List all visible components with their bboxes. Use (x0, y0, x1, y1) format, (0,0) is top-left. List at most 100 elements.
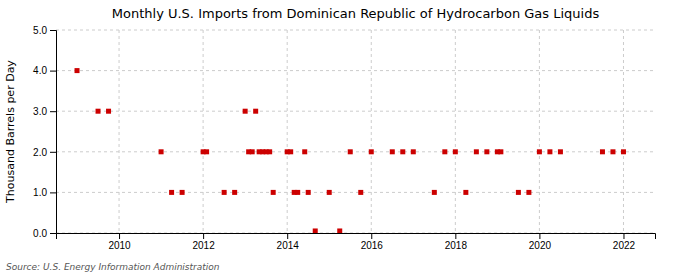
tick: 2.0 (33, 147, 56, 158)
point (484, 149, 489, 154)
tick-mark (203, 233, 204, 239)
tick-mark (50, 30, 56, 31)
grid (56, 30, 655, 233)
point (547, 149, 552, 154)
tick-label: 3.0 (33, 106, 47, 117)
grid-line (539, 30, 540, 233)
point (358, 190, 363, 195)
chart: 2010 2012 2014 2016 2018 2020 2022 0.0 1.0 2.0 3.0… (0, 0, 675, 275)
y-axis-label: Thousand Barrels per Day (4, 60, 17, 204)
tick: 2012 (192, 233, 215, 251)
points (75, 68, 626, 233)
point (432, 190, 437, 195)
point (169, 190, 174, 195)
grid-line (56, 192, 655, 193)
tick: 3.0 (33, 106, 56, 117)
point (411, 149, 416, 154)
point (621, 149, 626, 154)
point (295, 190, 300, 195)
tick-mark (50, 233, 56, 234)
tick-label: 2014 (277, 240, 300, 251)
point (453, 149, 458, 154)
tick-label: 5.0 (33, 25, 47, 36)
grid-line (56, 111, 655, 112)
tick: 2016 (361, 233, 384, 251)
tick-mark (287, 233, 288, 239)
point (204, 149, 209, 154)
tick: 0.0 (33, 228, 56, 239)
point (558, 149, 563, 154)
y-axis: 0.0 1.0 2.0 3.0 4.0 5.0 (33, 25, 56, 239)
point (348, 149, 353, 154)
point (442, 149, 447, 154)
tick-mark (50, 71, 56, 72)
point (180, 190, 185, 195)
point (106, 109, 111, 114)
tick-label: 4.0 (33, 65, 47, 76)
point (306, 190, 311, 195)
grid-line (371, 30, 372, 233)
tick: 4.0 (33, 65, 56, 76)
point (337, 228, 342, 233)
tick-label: 2022 (613, 240, 636, 251)
point (610, 149, 615, 154)
tick-mark (50, 111, 56, 112)
point (232, 190, 237, 195)
point (537, 149, 542, 154)
tick-label: 2016 (361, 240, 384, 251)
tick-label: 2018 (445, 240, 468, 251)
grid-line (119, 30, 120, 233)
tick-mark (455, 233, 456, 239)
tick: 2018 (445, 233, 468, 251)
plot: 2010 2012 2014 2016 2018 2020 2022 0.0 1.0 2.0 3.0… (33, 25, 655, 251)
point (400, 149, 405, 154)
x-axis: 2010 2012 2014 2016 2018 2020 2022 (57, 233, 656, 251)
grid-line (56, 30, 655, 31)
point (222, 190, 227, 195)
title: Monthly U.S. Imports from Dominican Repu… (112, 6, 600, 21)
tick-label: 2.0 (33, 147, 47, 158)
tick: 2014 (277, 233, 300, 251)
point (267, 149, 272, 154)
point (498, 149, 503, 154)
point (327, 190, 332, 195)
point (271, 190, 276, 195)
point (313, 228, 318, 233)
point (302, 149, 307, 154)
source: Source: U.S. Energy Information Administ… (6, 262, 220, 272)
tick: 2022 (613, 233, 636, 251)
point (253, 109, 258, 114)
point (474, 149, 479, 154)
grid-line (455, 30, 456, 233)
grid-line (203, 30, 204, 233)
tick-mark (50, 192, 56, 193)
point (288, 149, 293, 154)
tick: 5.0 (33, 25, 56, 36)
axis-line (50, 31, 57, 234)
tick: 2010 (108, 233, 131, 251)
tick-label: 2012 (192, 240, 215, 251)
grid-line (287, 30, 288, 233)
point (526, 190, 531, 195)
point (369, 149, 374, 154)
point (516, 190, 521, 195)
grid-line (623, 30, 624, 233)
tick-mark (50, 152, 56, 153)
tick-label: 1.0 (33, 187, 47, 198)
tick-mark (623, 233, 624, 239)
tick-mark (119, 233, 120, 239)
point (250, 149, 255, 154)
point (159, 149, 164, 154)
tick-label: 2020 (529, 240, 552, 251)
tick-mark (539, 233, 540, 239)
point (96, 109, 101, 114)
tick: 1.0 (33, 187, 56, 198)
point (390, 149, 395, 154)
point (600, 149, 605, 154)
tick-mark (371, 233, 372, 239)
point (463, 190, 468, 195)
grid-line (56, 151, 655, 152)
tick-label: 2010 (108, 240, 131, 251)
axis-line (57, 234, 656, 240)
point (243, 109, 248, 114)
